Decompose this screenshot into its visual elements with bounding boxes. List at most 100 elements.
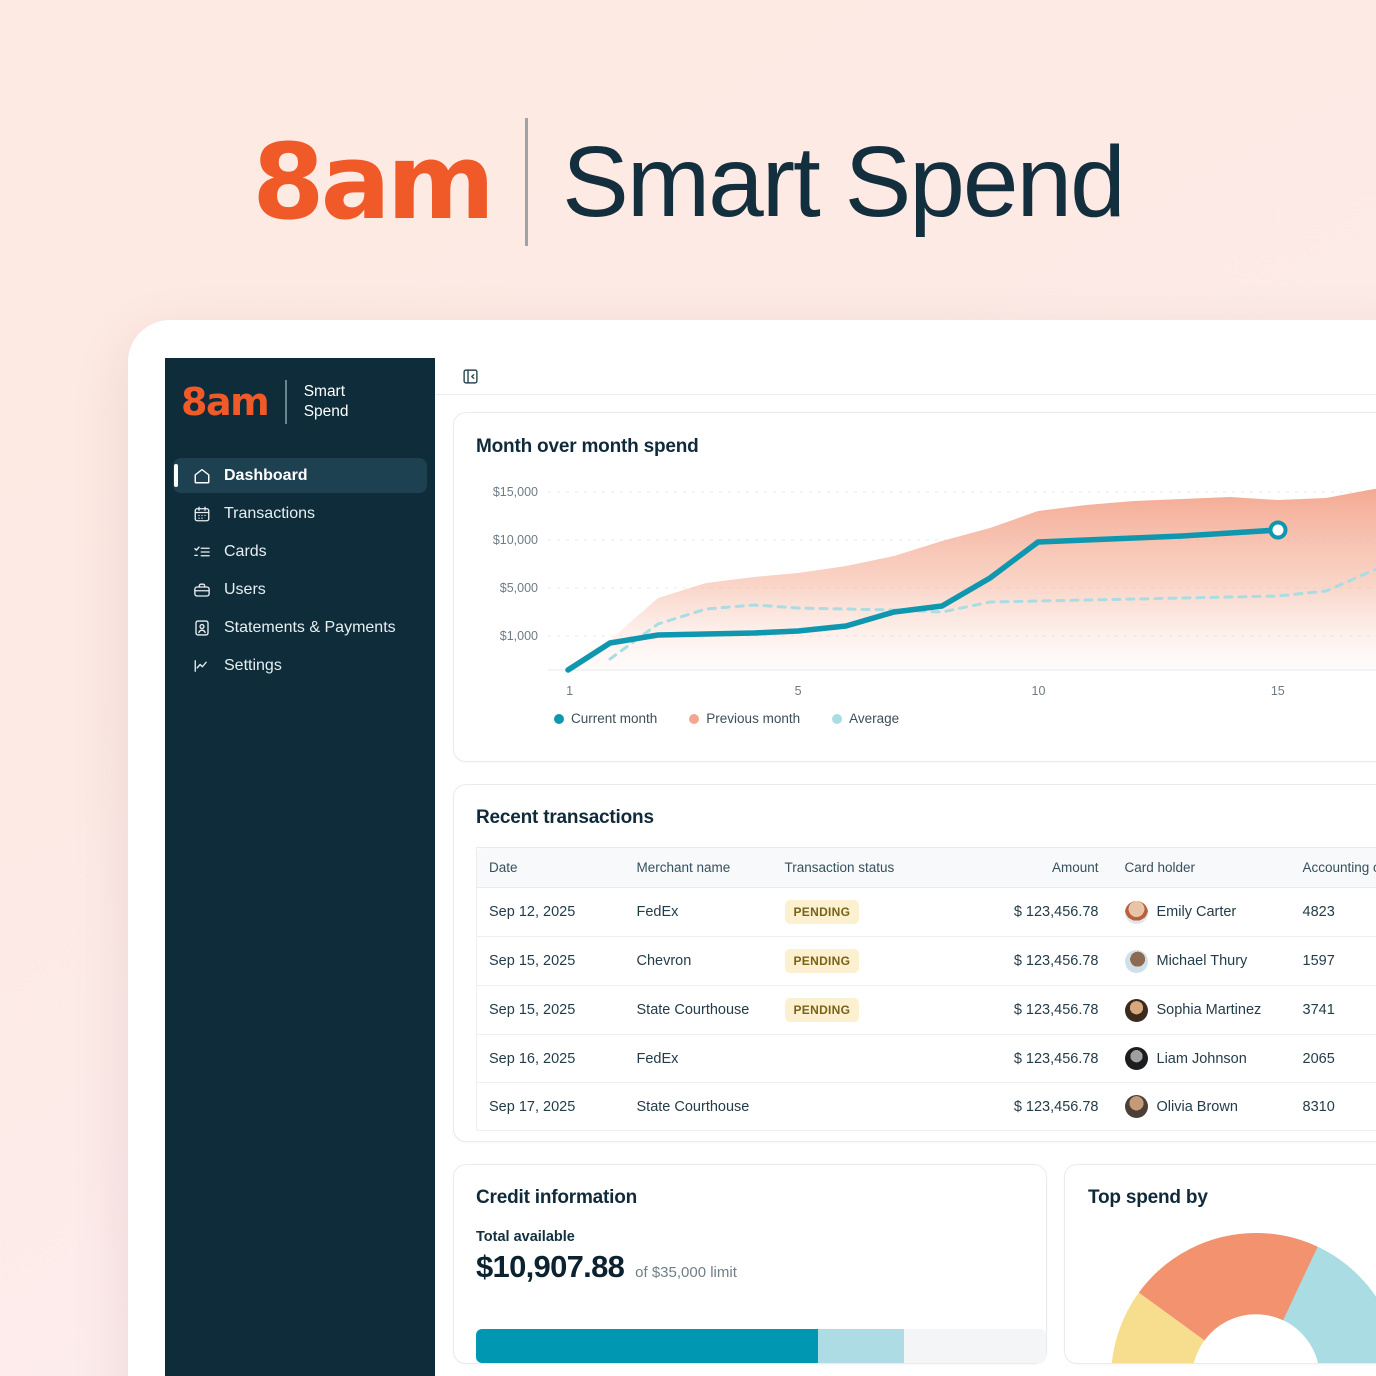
cell-date: Sep 17, 2025 <box>476 1082 625 1131</box>
cell-amount: $ 123,456.78 <box>962 936 1113 986</box>
home-icon <box>193 467 211 485</box>
table-row[interactable]: Sep 15, 2025 Chevron PENDING $ 123,456.7… <box>476 936 1376 986</box>
sidebar-brand-line1: Smart <box>303 382 346 400</box>
transactions-table: Date Merchant name Transaction status Am… <box>476 847 1376 1131</box>
app-window: 8am Smart Spend Dashboard <box>165 358 1376 1376</box>
sidebar: 8am Smart Spend Dashboard <box>165 358 435 1376</box>
card-holder-name: Sophia Martinez <box>1156 1002 1262 1018</box>
sidebar-item-transactions[interactable]: Transactions <box>173 496 427 531</box>
cell-status <box>772 1082 963 1131</box>
sidebar-item-settings[interactable]: Settings <box>173 648 427 683</box>
sidebar-item-label: Dashboard <box>224 466 308 484</box>
credit-sub-label: Total available <box>476 1229 575 1245</box>
dashboard-content: Month over month spend $15,000 $10,000 $… <box>435 395 1376 1364</box>
credit-information-card: Credit information Total available $10,9… <box>453 1164 1047 1364</box>
chart-line-icon <box>193 657 211 675</box>
cell-card-holder: Sophia Martinez <box>1112 985 1291 1035</box>
table-row[interactable]: Sep 12, 2025 FedEx PENDING $ 123,456.78 … <box>476 887 1376 937</box>
cell-status: PENDING <box>772 936 963 986</box>
x-tick-label: 1 <box>566 684 574 698</box>
legend-item-average[interactable]: Average <box>832 711 899 726</box>
column-header-amount[interactable]: Amount <box>962 847 1113 888</box>
cell-merchant: Chevron <box>624 936 773 986</box>
credit-limit-note: of $35,000 limit <box>635 1264 737 1281</box>
sidebar-nav: Dashboard Transactions Cards <box>165 458 435 683</box>
sidebar-item-statements-payments[interactable]: Statements & Payments <box>173 610 427 645</box>
topbar <box>435 358 1376 395</box>
recent-transactions-card: Recent transactions Date Merchant name T… <box>453 784 1376 1142</box>
legend-dot-icon <box>689 713 700 724</box>
cell-card-holder: Olivia Brown <box>1112 1082 1291 1131</box>
sidebar-item-label: Statements & Payments <box>224 618 396 636</box>
credit-bar-used-segment <box>476 1329 818 1363</box>
credit-usage-bar <box>476 1329 1046 1363</box>
status-badge: PENDING <box>784 949 860 973</box>
cell-accounting-category: 1597 <box>1290 936 1376 986</box>
legend-item-current-month[interactable]: Current month <box>554 711 657 726</box>
cell-merchant: FedEx <box>624 887 773 937</box>
card-holder-name: Liam Johnson <box>1156 1050 1247 1067</box>
credit-bar-remaining-segment <box>903 1329 1046 1363</box>
device-frame: 8am Smart Spend Dashboard <box>128 320 1376 1376</box>
donut-svg <box>1111 1233 1376 1363</box>
avatar <box>1124 998 1148 1022</box>
hero-branding: 8am Smart Spend <box>0 118 1376 246</box>
x-tick-label: 10 <box>1031 684 1046 698</box>
sidebar-brand-name: Smart Spend <box>304 382 349 423</box>
chart-legend: Current month Previous month Average <box>554 711 899 726</box>
legend-label: Average <box>849 711 900 726</box>
cell-accounting-category: 2065 <box>1290 1034 1376 1083</box>
legend-label: Current month <box>571 711 658 726</box>
sidebar-logo-mark: 8am <box>181 380 270 424</box>
table-row[interactable]: Sep 17, 2025 State Courthouse $ 123,456.… <box>476 1082 1376 1131</box>
x-tick-label: 5 <box>794 684 802 698</box>
sidebar-item-dashboard[interactable]: Dashboard <box>173 458 427 493</box>
sidebar-item-users[interactable]: Users <box>173 572 427 607</box>
legend-item-previous-month[interactable]: Previous month <box>689 711 800 726</box>
avatar <box>1124 949 1148 973</box>
panel-collapse-icon[interactable] <box>462 368 479 385</box>
sidebar-item-cards[interactable]: Cards <box>173 534 427 569</box>
series-current-month-line <box>565 527 1281 673</box>
month-over-month-card: Month over month spend $15,000 $10,000 $… <box>453 412 1376 762</box>
cell-date: Sep 15, 2025 <box>476 936 625 986</box>
cell-amount: $ 123,456.78 <box>962 985 1113 1035</box>
cell-accounting-category: 4823 <box>1290 887 1376 937</box>
column-header-status[interactable]: Transaction status <box>772 847 963 888</box>
cell-merchant: State Courthouse <box>624 1082 773 1131</box>
cell-amount: $ 123,456.78 <box>962 1082 1113 1131</box>
cell-accounting-category: 8310 <box>1290 1082 1376 1131</box>
cell-card-holder: Emily Carter <box>1112 887 1291 937</box>
sidebar-brand-divider <box>285 380 287 424</box>
card-holder-name: Olivia Brown <box>1156 1098 1238 1115</box>
avatar <box>1124 1095 1148 1118</box>
column-header-card-holder[interactable]: Card holder <box>1112 847 1291 888</box>
status-badge: PENDING <box>784 998 860 1022</box>
sidebar-item-label: Transactions <box>224 504 315 522</box>
column-header-date[interactable]: Date <box>476 847 625 888</box>
table-row[interactable]: Sep 15, 2025 State Courthouse PENDING $ … <box>476 985 1376 1035</box>
cell-date: Sep 15, 2025 <box>476 985 625 1035</box>
cell-date: Sep 12, 2025 <box>476 887 625 937</box>
cell-date: Sep 16, 2025 <box>476 1034 625 1083</box>
sidebar-item-label: Users <box>224 580 266 598</box>
list-check-icon <box>193 543 211 561</box>
chart-y-axis: $15,000 $10,000 $5,000 $1,000 <box>476 478 538 678</box>
chart-svg <box>548 488 1376 673</box>
cell-accounting-category: 3741 <box>1290 985 1376 1035</box>
id-card-icon <box>193 619 211 637</box>
briefcase-icon <box>193 581 211 599</box>
table-row[interactable]: Sep 16, 2025 FedEx $ 123,456.78 Liam Joh… <box>476 1034 1376 1083</box>
table-header-row: Date Merchant name Transaction status Am… <box>476 847 1376 888</box>
top-spend-donut-chart <box>1111 1233 1376 1363</box>
top-spend-title: Top spend by <box>1088 1187 1208 1208</box>
cell-merchant: State Courthouse <box>624 985 773 1035</box>
column-header-accounting-category[interactable]: Accounting category <box>1290 847 1376 888</box>
series-previous-month-area <box>568 488 1376 670</box>
hero-logo-mark: 8am <box>252 121 495 243</box>
y-tick-label: $1,000 <box>499 629 538 643</box>
chart-x-axis: 1 5 10 15 20 <box>548 684 1376 704</box>
legend-dot-icon <box>832 713 843 724</box>
cell-card-holder: Liam Johnson <box>1112 1034 1291 1083</box>
column-header-merchant[interactable]: Merchant name <box>624 847 773 888</box>
